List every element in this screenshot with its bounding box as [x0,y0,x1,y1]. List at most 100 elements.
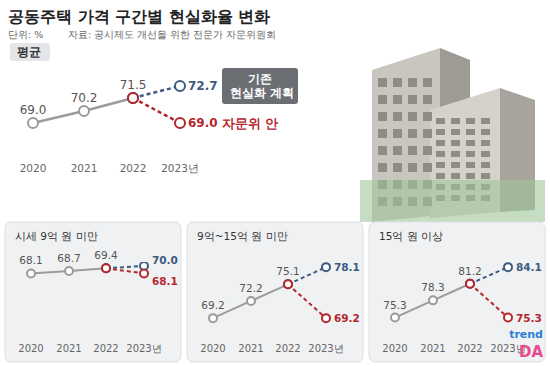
panel [369,222,545,362]
chart: 평균2020202120222023년69.070.271.572.769.0기… [10,43,298,174]
data-label: 75.1 [276,265,299,277]
window [466,173,475,179]
point [102,264,110,272]
data-label: 68.1 [152,275,178,287]
point [175,81,185,91]
ground [360,180,545,222]
window [408,146,417,155]
point [79,106,89,116]
plot-area [209,263,330,322]
legend-label: 기존 현실화 계획 [226,72,294,100]
window [436,118,445,124]
plot-area [391,263,512,321]
data-label: 84.1 [516,261,542,273]
point [284,280,292,288]
point [466,280,474,288]
watermark: DA [519,343,543,361]
window [451,118,460,124]
legend-entry: 기존 현실화 계획 [222,68,298,104]
window [466,140,475,146]
window [436,140,445,146]
window [451,173,460,179]
chart-title: 15억 원 이상 [379,230,443,242]
unit: 단위: % [8,29,43,40]
window [466,129,475,135]
point [175,118,185,128]
plot-area [28,81,185,128]
data-label: 69.0 [20,103,47,117]
window [423,163,432,172]
point [466,280,474,288]
window [423,78,432,87]
window [451,162,460,168]
window [378,95,387,104]
legend-entry: 자문위 안 [222,116,278,131]
point [65,267,73,275]
chart-title: 시세 9억 원 미만 [15,230,98,242]
data-label: 69.2 [334,312,360,324]
window [393,129,402,138]
chart-root: 공동주택 가격 구간별 현실화율 변화단위: %자료: 공시제도 개선을 위한 … [0,0,550,366]
x-tick-label: 2021 [238,343,263,354]
window [393,95,402,104]
window [393,112,402,121]
window [378,163,387,172]
point [209,314,217,322]
window [393,78,402,87]
series-line [106,268,144,273]
x-tick-label: 2021 [56,343,81,354]
point [504,314,512,322]
window [393,146,402,155]
window [481,151,490,157]
x-tick-label: 2020 [20,162,47,174]
window [451,129,460,135]
window [423,146,432,155]
x-tick-label: 2021 [71,162,98,174]
data-label: 71.5 [120,78,147,92]
x-tick-label: 2020 [382,343,407,354]
window [423,129,432,138]
x-tick-label: 2022 [275,343,300,354]
window [481,129,490,135]
point [284,280,292,288]
point [247,297,255,305]
data-label: 72.7 [188,79,218,93]
series-line [470,284,508,318]
point [466,280,474,288]
window [378,112,387,121]
data-label: 68.7 [57,252,80,264]
point [429,296,437,304]
point [28,118,38,128]
window [378,146,387,155]
title: 공동주택 가격 구간별 현실화율 변화 [8,7,270,26]
data-label: 75.3 [383,299,406,311]
data-label: 69.2 [201,299,224,311]
legend-box [222,68,298,104]
x-tick-label: 2022 [457,343,482,354]
window [481,140,490,146]
point [140,269,148,277]
chart: 시세 9억 원 미만2020202120222023년68.168.769.47… [15,230,178,354]
point [27,269,35,277]
window [408,163,417,172]
x-tick-label: 2020 [200,343,225,354]
legend-label: 자문위 안 [222,116,278,131]
title-box [10,43,50,61]
data-label: 81.2 [458,265,481,277]
window [408,78,417,87]
point [504,263,512,271]
chart-title: 9억~15억 원 미만 [197,230,288,242]
window [436,129,445,135]
window [436,162,445,168]
window [466,151,475,157]
panel [5,222,181,362]
point [322,263,330,271]
watermark: trend [509,328,543,341]
window [408,129,417,138]
point [391,314,399,322]
data-label: 69.0 [188,116,218,130]
window [436,173,445,179]
point [128,93,138,103]
series-line [106,266,144,268]
point [322,314,330,322]
